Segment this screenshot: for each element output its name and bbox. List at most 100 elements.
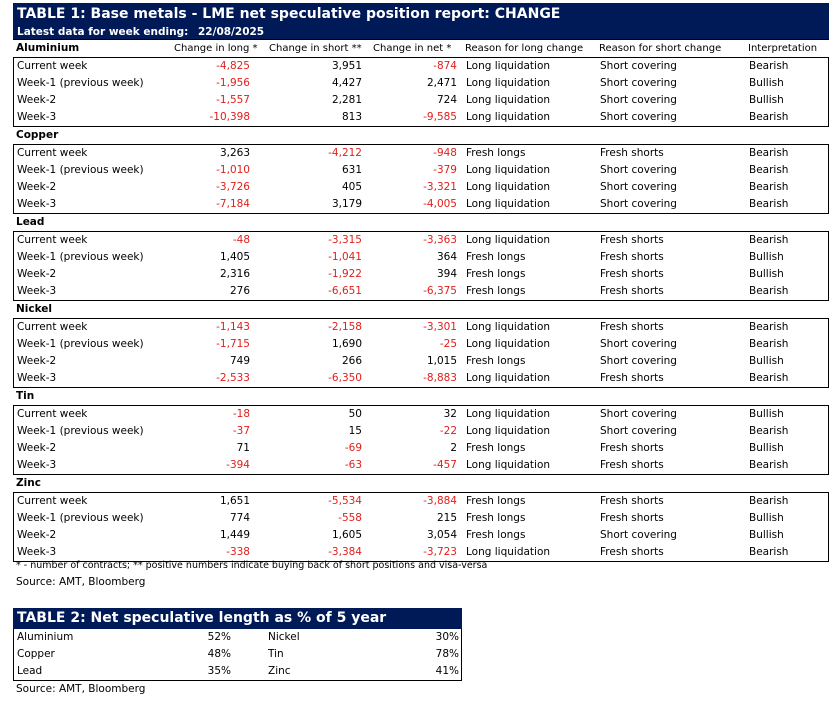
change-in-short: 3,951 — [331, 60, 362, 72]
change-in-net: -3,363 — [423, 234, 457, 246]
table2-row: Copper 48% Tin 78% — [13, 646, 462, 663]
interpretation: Bearish — [749, 495, 789, 507]
table2-title: TABLE 2: Net speculative length as % of … — [13, 608, 462, 647]
change-in-net: 2 — [450, 442, 457, 454]
reason-long: Long liquidation — [466, 198, 551, 210]
change-in-long: 3,263 — [219, 147, 250, 159]
interpretation: Bearish — [749, 60, 789, 72]
change-in-long: 1,449 — [219, 529, 250, 541]
table2-row: Lead 35% Zinc 41% — [13, 663, 462, 681]
change-in-long: 2,316 — [219, 268, 250, 280]
change-in-short: 813 — [341, 111, 362, 123]
change-in-net: -25 — [439, 338, 457, 350]
table2: TABLE 2: Net speculative length as % of … — [13, 608, 462, 681]
change-in-net: -379 — [433, 164, 457, 176]
reason-long: Fresh longs — [466, 355, 526, 367]
change-in-short: 631 — [341, 164, 362, 176]
section-metal-name: Zinc — [16, 477, 41, 489]
change-in-long: 71 — [236, 442, 250, 454]
table-row: Current week -18 50 32 Long liquidation Short… — [14, 406, 828, 423]
row-label: Week-2 — [17, 268, 57, 280]
reason-short: Fresh shorts — [600, 495, 664, 507]
row-label: Week-2 — [17, 442, 57, 454]
table-row: Week-1 (previous week) -1,010 631 -379 Long … — [14, 162, 828, 179]
change-in-long: -18 — [232, 408, 250, 420]
row-label: Current week — [17, 147, 88, 159]
change-in-net: -9,585 — [423, 111, 457, 123]
change-in-net: 394 — [436, 268, 457, 280]
change-in-net: -457 — [433, 459, 457, 471]
metal-name: Aluminium — [17, 631, 74, 643]
latest-data-bar: Latest data for week ending: 22/08/2025 — [13, 25, 829, 39]
change-in-short: 1,690 — [331, 338, 362, 350]
change-in-short: -1,922 — [328, 268, 362, 280]
change-in-short: -4,212 — [328, 147, 362, 159]
change-in-short: -558 — [338, 512, 362, 524]
reason-short: Short covering — [600, 111, 677, 123]
reason-long: Long liquidation — [466, 338, 551, 350]
change-in-net: 1,015 — [426, 355, 457, 367]
reason-short: Short covering — [600, 94, 677, 106]
table-row: Current week 3,263 -4,212 -948 Fresh longs Fr… — [14, 145, 828, 162]
reason-long: Fresh longs — [466, 251, 526, 263]
row-label: Current week — [17, 321, 88, 333]
interpretation: Bearish — [749, 372, 789, 384]
interpretation: Bullish — [749, 529, 784, 541]
reason-long: Fresh longs — [466, 495, 526, 507]
table-row: Week-2 749 266 1,015 Fresh longs Short coveri… — [14, 353, 828, 370]
change-in-long: -1,715 — [216, 338, 250, 350]
change-in-short: -6,651 — [328, 285, 362, 297]
interpretation: Bearish — [749, 198, 789, 210]
interpretation: Bearish — [749, 546, 789, 558]
change-in-long: -2,533 — [216, 372, 250, 384]
change-in-long: -1,557 — [216, 94, 250, 106]
change-in-long: -394 — [226, 459, 250, 471]
row-label: Week-2 — [17, 355, 57, 367]
reason-long: Fresh longs — [466, 268, 526, 280]
change-in-short: 15 — [348, 425, 362, 437]
row-label: Week-3 — [17, 285, 57, 297]
table2-source: Source: AMT, Bloomberg — [16, 683, 146, 695]
table-row: Week-2 -1,557 2,281 724 Long liquidation Shor… — [14, 92, 828, 109]
interpretation: Bearish — [749, 425, 789, 437]
change-in-long: 1,405 — [219, 251, 250, 263]
interpretation: Bullish — [749, 512, 784, 524]
change-in-short: 266 — [341, 355, 362, 367]
change-in-net: -3,884 — [423, 495, 457, 507]
reason-long: Long liquidation — [466, 181, 551, 193]
change-in-long: 276 — [229, 285, 250, 297]
table2-row: Aluminium 52% Nickel 30% — [13, 629, 462, 646]
change-in-net: 32 — [443, 408, 457, 420]
change-in-long: -1,010 — [216, 164, 250, 176]
section-header-copper: Copper — [13, 126, 829, 145]
reason-short: Fresh shorts — [600, 459, 664, 471]
change-in-long: -3,726 — [216, 181, 250, 193]
row-label: Current week — [17, 495, 88, 507]
change-in-net: -874 — [433, 60, 457, 72]
reason-short: Fresh shorts — [600, 442, 664, 454]
reason-short: Short covering — [600, 338, 677, 350]
interpretation: Bearish — [749, 459, 789, 471]
row-label: Week-1 (previous week) — [17, 164, 144, 176]
row-label: Current week — [17, 234, 88, 246]
metal-name: Tin — [268, 648, 284, 660]
row-label: Week-2 — [17, 94, 57, 106]
interpretation: Bullish — [749, 355, 784, 367]
latest-data-label: Latest data for week ending: — [17, 26, 189, 38]
column-header-net: Change in net * — [373, 43, 452, 54]
change-in-net: 2,471 — [426, 77, 457, 89]
section-rows: Current week -4,825 3,951 -874 Long liquidat… — [13, 58, 829, 126]
change-in-net: -3,321 — [423, 181, 457, 193]
reason-short: Fresh shorts — [600, 321, 664, 333]
interpretation: Bullish — [749, 77, 784, 89]
row-label: Week-3 — [17, 111, 57, 123]
reason-short: Short covering — [600, 181, 677, 193]
change-in-short: 4,427 — [331, 77, 362, 89]
section-header-aluminium: Aluminium Change in long * Change in short… — [13, 39, 829, 58]
change-in-net: 364 — [436, 251, 457, 263]
reason-long: Long liquidation — [466, 459, 551, 471]
reason-long: Fresh longs — [466, 442, 526, 454]
column-header-short: Change in short ** — [269, 43, 362, 54]
change-in-net: -6,375 — [423, 285, 457, 297]
table1: TABLE 1: Base metals - LME net speculati… — [13, 3, 829, 562]
